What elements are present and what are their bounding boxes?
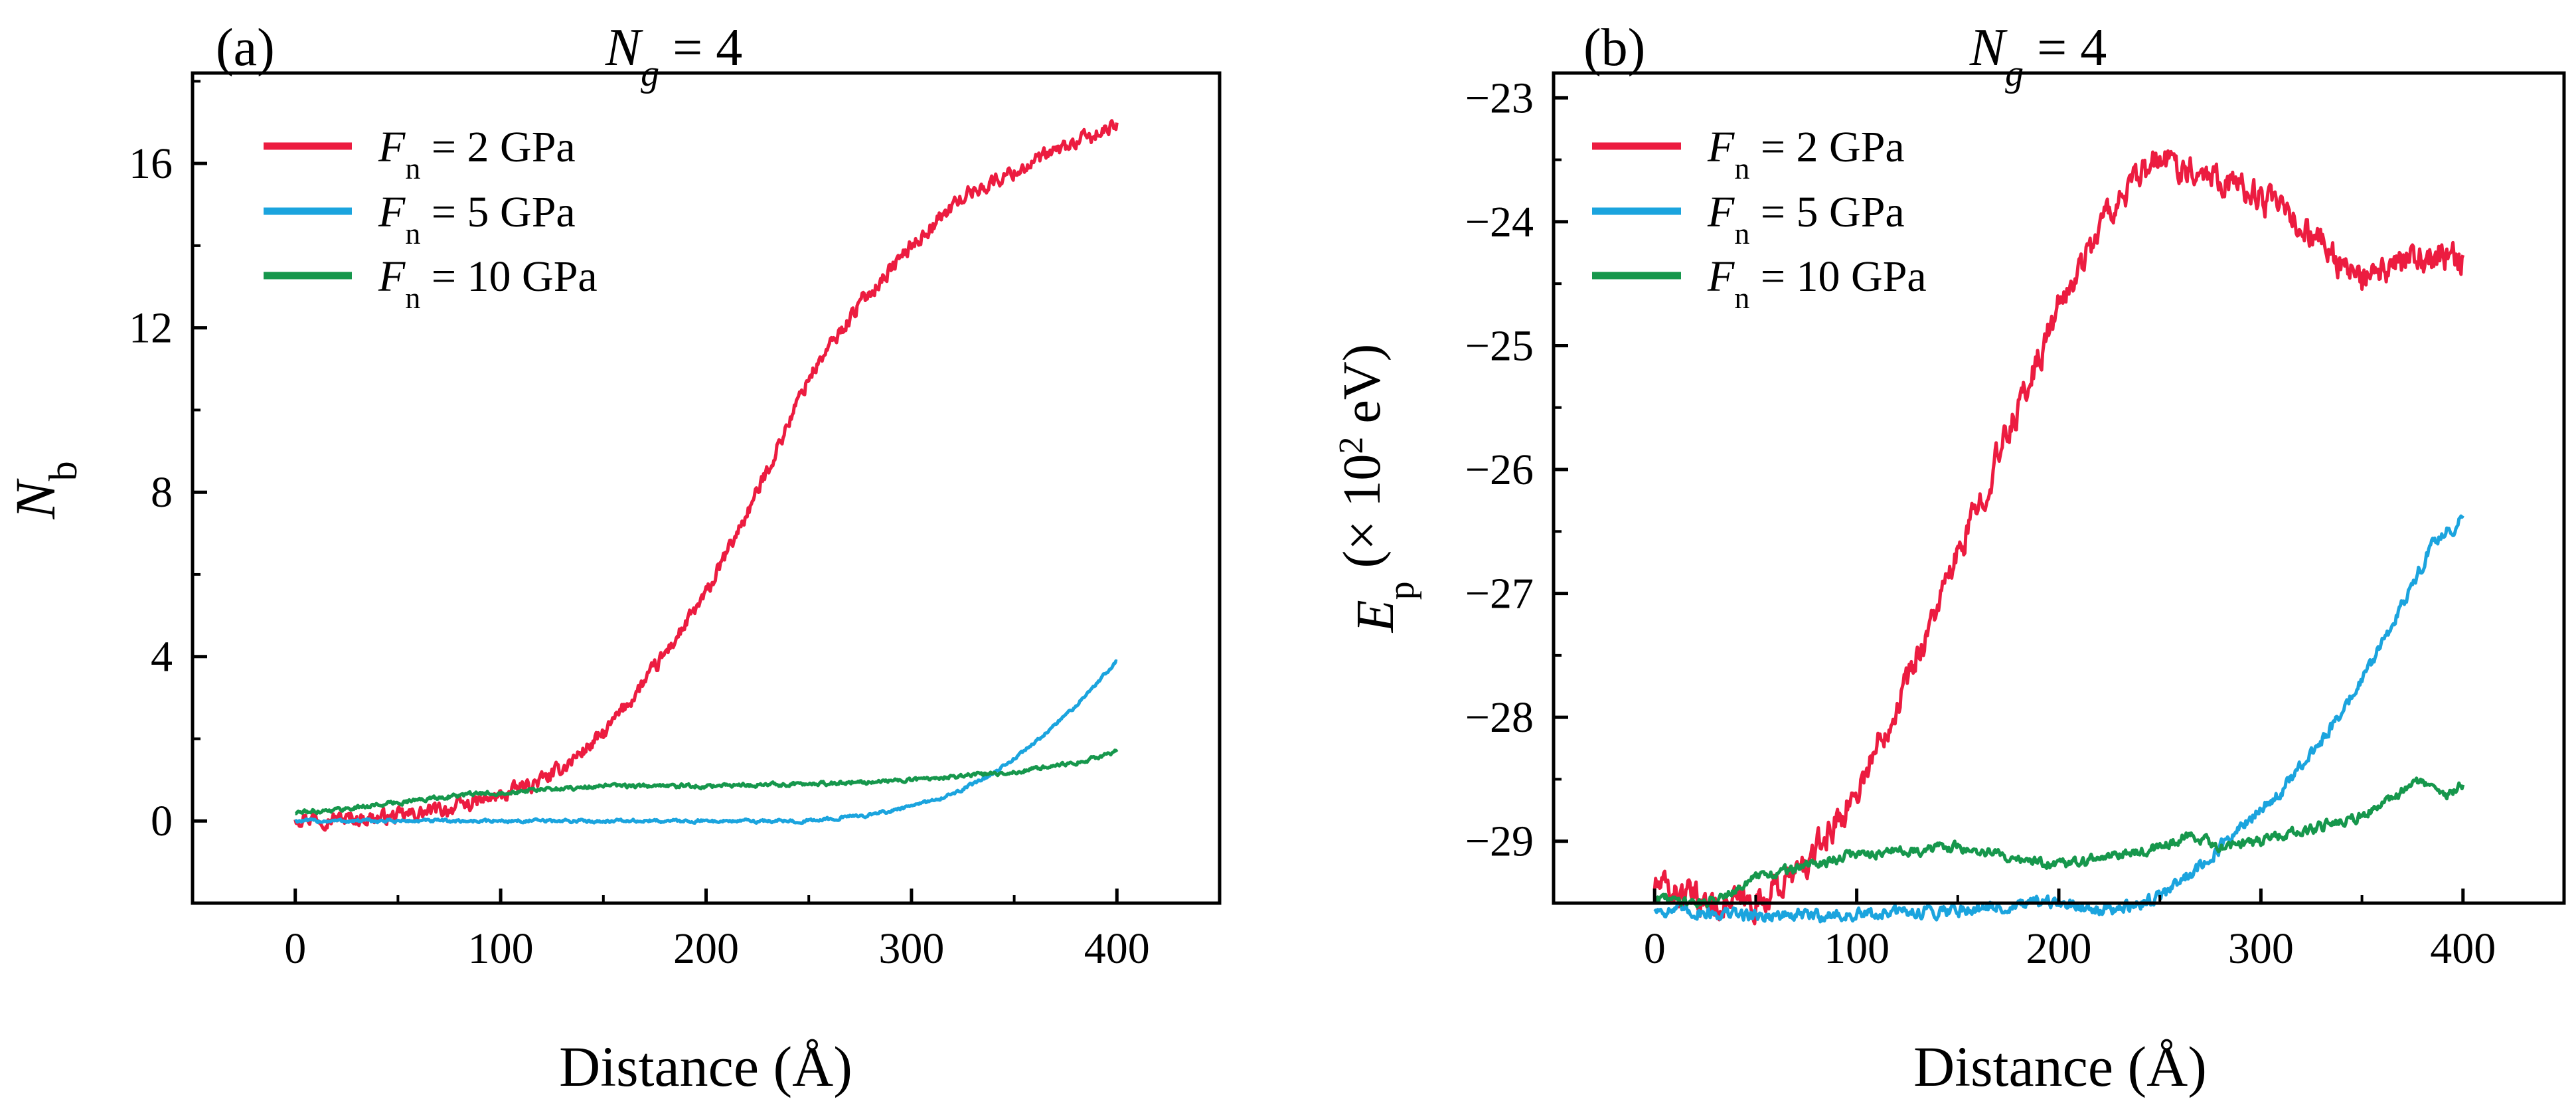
- panel-a-label: (a): [216, 19, 275, 77]
- panel-b-title: Ng = 4: [1969, 19, 2107, 94]
- panel-b: (b) Ng = 4 0 100 200 300 400 −29 −28 −27 −26 −25 −…: [1332, 19, 2566, 1098]
- y-tick-label-a-2: 8: [151, 468, 173, 517]
- y-tick-label-b-0: −29: [1465, 817, 1534, 866]
- series-line-b-2: [1652, 776, 2465, 908]
- x-tick-label-b-0: 0: [1644, 924, 1666, 973]
- x-tick-label-b-2: 200: [2026, 924, 2092, 973]
- x-axis-label-a: Distance (Å): [559, 1035, 852, 1098]
- legend-item-b-2gpa: Fn = 2 GPa: [1592, 123, 1905, 185]
- y-tick-label-b-5: −24: [1465, 198, 1534, 246]
- legend-b: Fn = 2 GPa Fn = 5 GPa Fn = 10 GPa: [1592, 123, 1927, 315]
- x-tick-label-a-0: 0: [284, 924, 306, 973]
- y-tick-label-b-4: −25: [1465, 321, 1534, 370]
- plot-frame-b: [1552, 71, 2566, 905]
- y-axis-label-a: Nb: [3, 461, 85, 519]
- panel-a: (a) Ng = 4 0 100 200 300 400 0 4 8 12 16 Nb Dista…: [3, 19, 1222, 1098]
- legend-label-a-2gpa: Fn = 2 GPa: [378, 123, 576, 185]
- x-tick-label-a-1: 100: [468, 924, 534, 973]
- legend-label-a-10gpa: Fn = 10 GPa: [378, 252, 598, 315]
- legend-item-b-5gpa: Fn = 5 GPa: [1592, 188, 1905, 250]
- x-tick-label-b-1: 100: [1824, 924, 1890, 973]
- legend-item-b-10gpa: Fn = 10 GPa: [1592, 252, 1927, 315]
- y-tick-label-b-3: −26: [1465, 446, 1534, 494]
- y-tick-label-a-4: 16: [129, 139, 173, 188]
- x-tick-label-b-4: 400: [2430, 924, 2496, 973]
- x-axis-label-b: Distance (Å): [1913, 1035, 2207, 1098]
- series-line-b-0: [1652, 149, 2465, 926]
- panel-b-label: (b): [1583, 19, 1645, 77]
- y-axis-label-b: Ep (× 102 eV): [1332, 344, 1422, 634]
- legend-item-a-2gpa: Fn = 2 GPa: [264, 123, 576, 185]
- plot-area-a: 0 100 200 300 400 0 4 8 12 16: [129, 80, 1150, 973]
- plot-frame-a: [191, 71, 1222, 905]
- x-tick-label-a-4: 400: [1084, 924, 1150, 973]
- y-tick-label-b-2: −27: [1465, 570, 1534, 618]
- y-tick-label-b-1: −28: [1465, 693, 1534, 742]
- legend-item-a-5gpa: Fn = 5 GPa: [264, 188, 576, 250]
- y-tick-label-a-3: 12: [129, 304, 173, 353]
- legend-label-a-5gpa: Fn = 5 GPa: [378, 188, 576, 250]
- legend-a: Fn = 2 GPa Fn = 5 GPa Fn = 10 GPa: [264, 123, 598, 315]
- panel-a-title: Ng = 4: [605, 19, 742, 94]
- x-tick-label-a-3: 300: [878, 924, 944, 973]
- y-tick-label-a-1: 4: [151, 633, 173, 681]
- series-line-b-1: [1653, 514, 2464, 924]
- legend-item-a-10gpa: Fn = 10 GPa: [264, 252, 598, 315]
- series-line-a-2: [294, 748, 1119, 815]
- series-line-a-0: [293, 119, 1119, 832]
- series-line-a-1: [294, 659, 1118, 825]
- legend-label-b-5gpa: Fn = 5 GPa: [1707, 188, 1905, 250]
- plot-area-b: 0 100 200 300 400 −29 −28 −27 −26 −25 −24 −23: [1465, 74, 2496, 973]
- x-tick-label-b-3: 300: [2228, 924, 2294, 973]
- x-tick-label-a-2: 200: [673, 924, 739, 973]
- legend-label-b-10gpa: Fn = 10 GPa: [1707, 252, 1927, 315]
- y-tick-label-b-6: −23: [1465, 74, 1534, 122]
- legend-label-b-2gpa: Fn = 2 GPa: [1707, 123, 1905, 185]
- y-tick-label-a-0: 0: [151, 797, 173, 845]
